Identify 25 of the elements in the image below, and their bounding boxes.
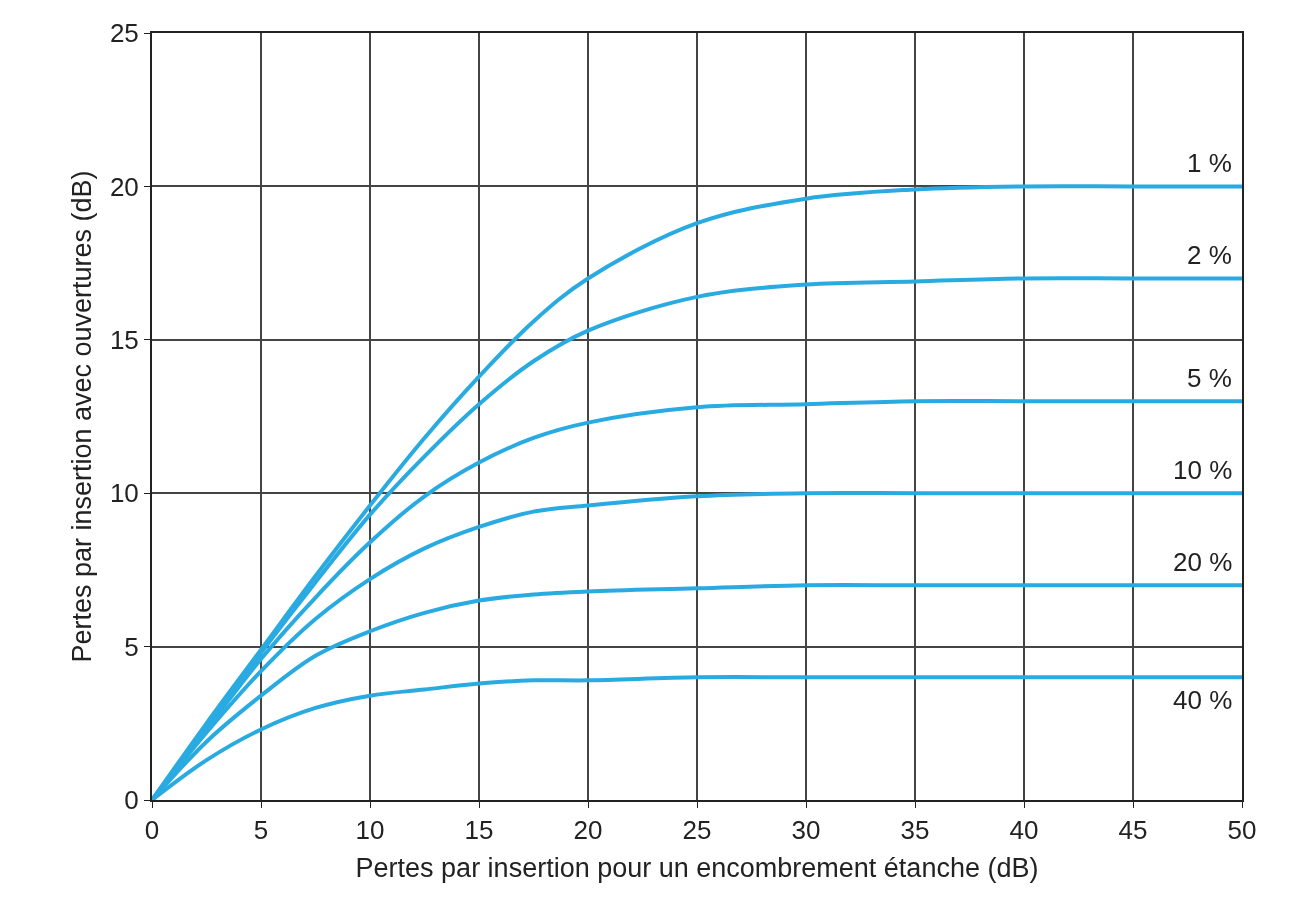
x-tick-label: 50 <box>1227 815 1257 846</box>
y-tick-label: 10 <box>109 478 139 509</box>
series-label: 2 % <box>1187 240 1232 270</box>
x-tick-label: 0 <box>144 815 160 846</box>
y-tick-label: 15 <box>109 324 139 355</box>
x-tick-label: 30 <box>791 815 821 846</box>
x-tick-label: 25 <box>682 815 712 846</box>
x-tick-label: 20 <box>573 815 603 846</box>
y-tick-label: 5 <box>124 631 139 662</box>
series-label: 1 % <box>1187 148 1232 178</box>
x-tick-label: 5 <box>253 815 269 846</box>
x-tick-label: 15 <box>464 815 494 846</box>
series-label: 10 % <box>1173 455 1233 485</box>
y-axis-title: Pertes par insertion avec ouvertures (dB) <box>67 170 98 663</box>
x-axis-title: Pertes par insertion pour un encombrement étanche (dB) <box>355 853 1039 884</box>
y-tick-label: 20 <box>109 171 139 202</box>
x-tick-label: 45 <box>1118 815 1148 846</box>
series-label: 40 % <box>1173 685 1233 715</box>
x-tick-label: 10 <box>355 815 385 846</box>
x-tick-label: 35 <box>900 815 930 846</box>
y-tick-label: 25 <box>109 18 139 49</box>
series-label: 20 % <box>1173 547 1233 577</box>
y-tick-label: 0 <box>124 785 139 816</box>
x-tick-label: 40 <box>1009 815 1039 846</box>
series-label: 5 % <box>1187 363 1232 393</box>
